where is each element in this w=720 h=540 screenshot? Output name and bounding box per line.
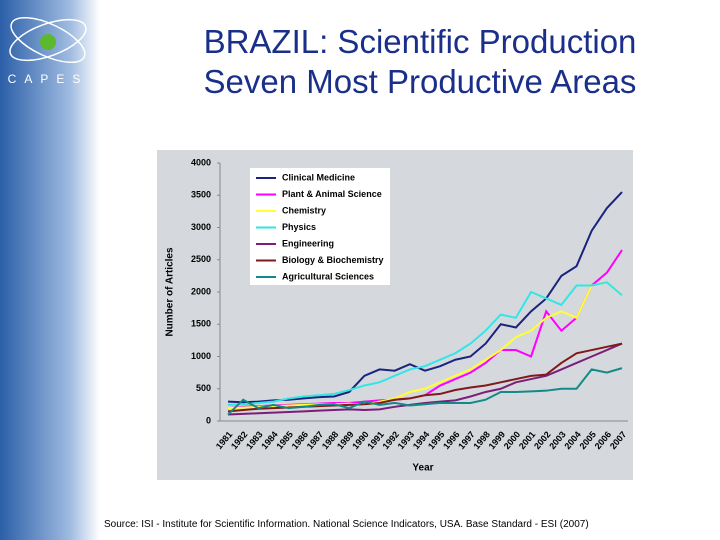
legend-label: Clinical Medicine: [282, 172, 355, 182]
logo: CAPES: [8, 16, 89, 86]
chart: 0500100015002000250030003500400019811982…: [157, 150, 633, 480]
y-tick-label: 4000: [191, 157, 211, 167]
legend-label: Physics: [282, 222, 316, 232]
series-line: [227, 191, 623, 404]
y-tick-label: 3500: [191, 190, 211, 200]
y-tick-label: 0: [206, 415, 211, 425]
title-line: Seven Most Productive Areas: [203, 63, 637, 100]
y-tick-label: 3000: [191, 222, 211, 232]
logo-text: CAPES: [8, 72, 89, 86]
legend-label: Engineering: [282, 238, 334, 248]
series-line: [227, 342, 623, 416]
y-tick-label: 2500: [191, 254, 211, 264]
y-tick-label: 1000: [191, 351, 211, 361]
x-axis-title: Year: [412, 463, 433, 474]
y-tick-label: 500: [196, 383, 211, 393]
side-strip: [0, 0, 100, 540]
y-tick-label: 2000: [191, 286, 211, 296]
y-axis-title: Number of Articles: [165, 247, 176, 337]
chart-background: [157, 150, 633, 480]
title-line: BRAZIL: Scientific Production: [203, 23, 637, 60]
y-tick-label: 1500: [191, 319, 211, 329]
series-line: [227, 281, 623, 406]
series-line: [227, 367, 623, 416]
legend-label: Biology & Biochemistry: [282, 255, 384, 265]
source-note: Source: ISI - Institute for Scientific I…: [104, 519, 589, 530]
slide-title: BRAZIL: Scientific Production Seven Most…: [140, 22, 700, 102]
legend-label: Agricultural Sciences: [282, 271, 374, 281]
legend-label: Chemistry: [282, 205, 326, 215]
legend-label: Plant & Animal Science: [282, 189, 382, 199]
series-line: [227, 281, 623, 410]
